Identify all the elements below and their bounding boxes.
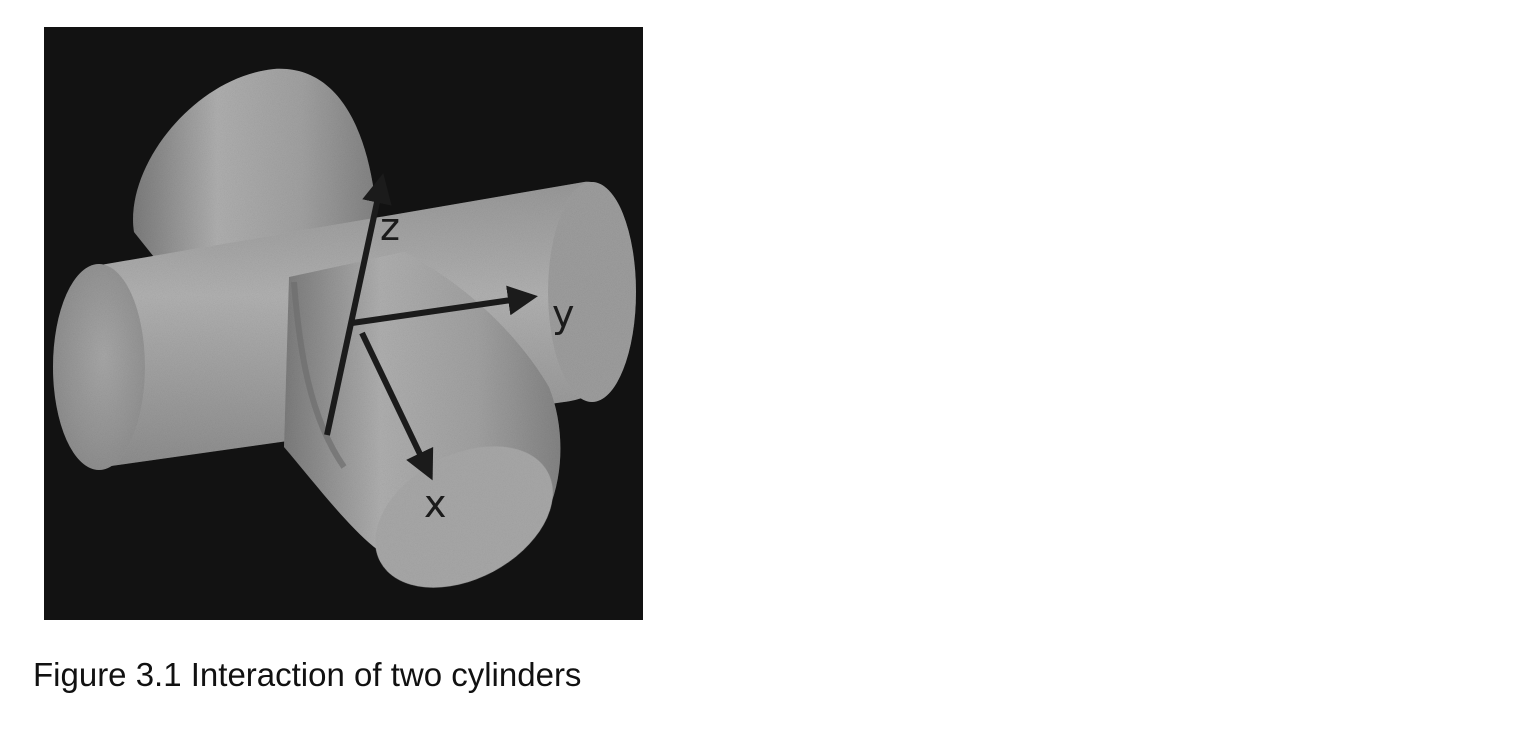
horizontal-cylinder-left-cap (53, 264, 145, 470)
diagonal-cylinder-front-cap (375, 446, 553, 588)
x-axis-label: x (424, 482, 447, 526)
horizontal-cylinder-right-cap (548, 182, 636, 402)
cylinders-illustration: z y x (53, 68, 636, 588)
intersection-curve (291, 281, 347, 469)
x-axis-arrow (359, 331, 434, 481)
diagonal-cylinder-upper (133, 68, 374, 258)
figure-caption: Figure 3.1 Interaction of two cylinders (33, 656, 582, 693)
y-axis-arrow (351, 285, 538, 326)
cylinders-figure: z y x (44, 27, 643, 620)
z-axis-label: z (380, 205, 400, 249)
y-axis-label: y (552, 292, 575, 336)
z-axis-arrow (324, 173, 392, 436)
